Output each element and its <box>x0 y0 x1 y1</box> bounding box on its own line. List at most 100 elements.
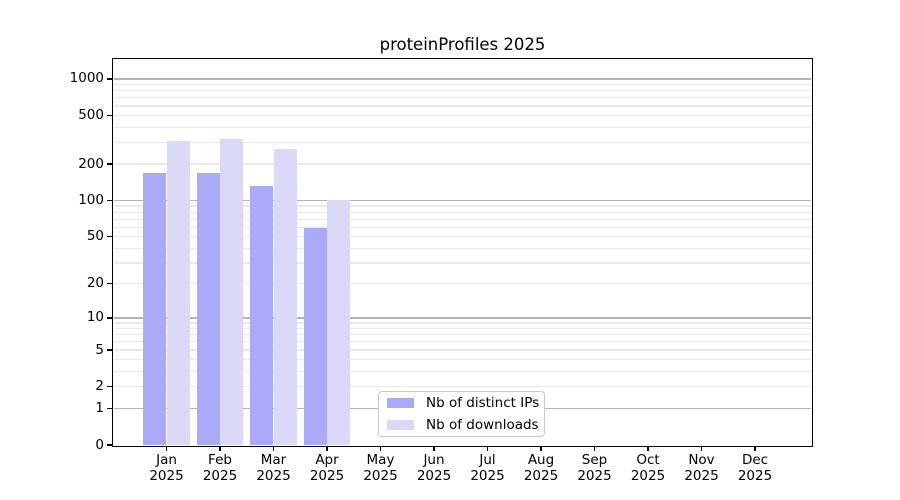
bar-downloads-feb <box>220 139 244 445</box>
x-tick-nov <box>700 446 703 452</box>
y-tick-1 <box>107 407 113 409</box>
x-tick-label-sep: Sep 2025 <box>567 452 623 484</box>
bar-distinct-ips-mar <box>250 185 274 445</box>
x-tick-year: 2025 <box>630 467 666 484</box>
gridline-minor-900 <box>114 83 811 86</box>
x-tick-label-oct: Oct 2025 <box>620 452 676 484</box>
x-tick-month: Jan <box>156 452 177 468</box>
y-tick-50 <box>107 235 113 238</box>
x-tick-sep <box>593 446 596 452</box>
x-tick-month: Aug <box>527 452 555 468</box>
x-tick-label-dec: Dec 2025 <box>727 452 783 484</box>
y-tick-label-200: 200 <box>78 155 104 172</box>
x-tick-month: Sep <box>581 452 608 468</box>
gridline-minor-60 <box>114 226 811 228</box>
gridline-minor-800 <box>114 90 811 92</box>
x-tick-year: 2025 <box>470 467 505 484</box>
y-tick-2 <box>107 386 113 388</box>
gridline-minor-7 <box>114 334 811 336</box>
x-tick-apr <box>326 446 328 452</box>
x-tick-month: Dec <box>741 452 769 468</box>
x-tick-month: Oct <box>636 452 660 468</box>
x-tick-label-jan: Jan 2025 <box>139 452 195 484</box>
legend-swatch-downloads-icon <box>387 419 414 431</box>
x-tick-oct <box>647 446 649 452</box>
legend-swatch-distinct-ips-icon <box>387 397 414 409</box>
y-tick-label-500: 500 <box>78 107 104 124</box>
gridline-minor-200 <box>114 163 811 165</box>
x-tick-feb <box>219 446 221 452</box>
x-tick-year: 2025 <box>309 467 345 484</box>
y-tick-label-20: 20 <box>86 275 104 292</box>
chart-plot-area: Nb of distinct IPs Nb of downloads 1000 5… <box>70 58 813 483</box>
legend-item-downloads: Nb of downloads <box>379 415 544 435</box>
y-tick-5 <box>107 349 113 351</box>
gridline-minor-500 <box>114 115 811 117</box>
gridline-minor-90 <box>114 205 811 207</box>
y-tick-label-0: 0 <box>95 436 104 453</box>
gridline-minor-6 <box>114 341 811 343</box>
x-tick-label-jun: Jun 2025 <box>406 452 462 484</box>
x-tick-year: 2025 <box>416 467 452 484</box>
y-tick-label-5: 5 <box>95 341 104 358</box>
y-tick-0 <box>107 444 113 446</box>
y-tick-label-100: 100 <box>78 191 104 208</box>
gridline-minor-400 <box>114 126 811 128</box>
x-tick-month: Jul <box>479 452 496 468</box>
gridline-minor-4 <box>114 359 811 361</box>
bar-distinct-ips-feb <box>196 173 220 445</box>
gridline-minor-50 <box>114 236 811 238</box>
gridline-minor-600 <box>114 105 811 107</box>
y-tick-label-1000: 1000 <box>69 70 104 87</box>
x-tick-year: 2025 <box>577 467 612 484</box>
gridline-major-1000 <box>114 78 811 80</box>
legend: Nb of distinct IPs Nb of downloads <box>378 391 545 437</box>
x-tick-year: 2025 <box>523 467 559 484</box>
x-tick-label-mar: Mar 2025 <box>246 452 302 484</box>
y-tick-label-2: 2 <box>95 378 104 395</box>
y-tick-label-1: 1 <box>95 399 104 416</box>
gridline-minor-80 <box>114 211 811 213</box>
x-tick-month: Feb <box>208 452 232 468</box>
x-tick-year: 2025 <box>737 467 773 484</box>
gridline-minor-20 <box>114 283 811 285</box>
y-tick-1000 <box>107 78 113 80</box>
x-tick-label-may: May 2025 <box>353 452 409 484</box>
x-tick-label-jul: Jul 2025 <box>460 452 516 484</box>
x-tick-label-nov: Nov 2025 <box>674 452 730 484</box>
legend-item-distinct-ips: Nb of distinct IPs <box>379 393 544 413</box>
bar-distinct-ips-apr <box>303 228 327 445</box>
x-tick-label-apr: Apr 2025 <box>299 452 355 484</box>
x-tick-month: Nov <box>688 452 715 468</box>
bar-downloads-mar <box>273 148 297 445</box>
x-tick-month: Mar <box>260 452 287 468</box>
legend-label-distinct-ips: Nb of distinct IPs <box>426 395 540 411</box>
x-tick-mar <box>272 446 275 452</box>
y-tick-200 <box>107 163 113 165</box>
y-tick-100 <box>107 199 113 202</box>
x-tick-year: 2025 <box>363 467 398 484</box>
y-tick-label-10: 10 <box>86 309 104 326</box>
gridline-minor-3 <box>114 370 811 373</box>
x-tick-year: 2025 <box>149 467 184 484</box>
x-tick-jun <box>433 446 435 452</box>
x-tick-aug <box>540 446 542 452</box>
x-tick-jan <box>165 446 168 452</box>
gridline-major-100 <box>114 199 811 202</box>
x-tick-year: 2025 <box>256 467 291 484</box>
x-tick-label-aug: Aug 2025 <box>513 452 569 484</box>
x-tick-jul <box>486 446 489 452</box>
gridline-minor-40 <box>114 247 811 249</box>
x-tick-may <box>379 446 382 452</box>
x-tick-label-feb: Feb 2025 <box>192 452 248 484</box>
y-tick-10 <box>107 317 113 319</box>
y-tick-label-50: 50 <box>86 228 104 245</box>
gridline-minor-8 <box>114 327 811 330</box>
gridline-minor-5 <box>114 349 811 351</box>
x-tick-dec <box>754 446 756 452</box>
gridline-minor-30 <box>114 262 811 264</box>
bar-downloads-apr <box>327 200 351 445</box>
chart-title: proteinProfiles 2025 <box>379 35 546 54</box>
gridline-minor-2 <box>114 386 811 388</box>
